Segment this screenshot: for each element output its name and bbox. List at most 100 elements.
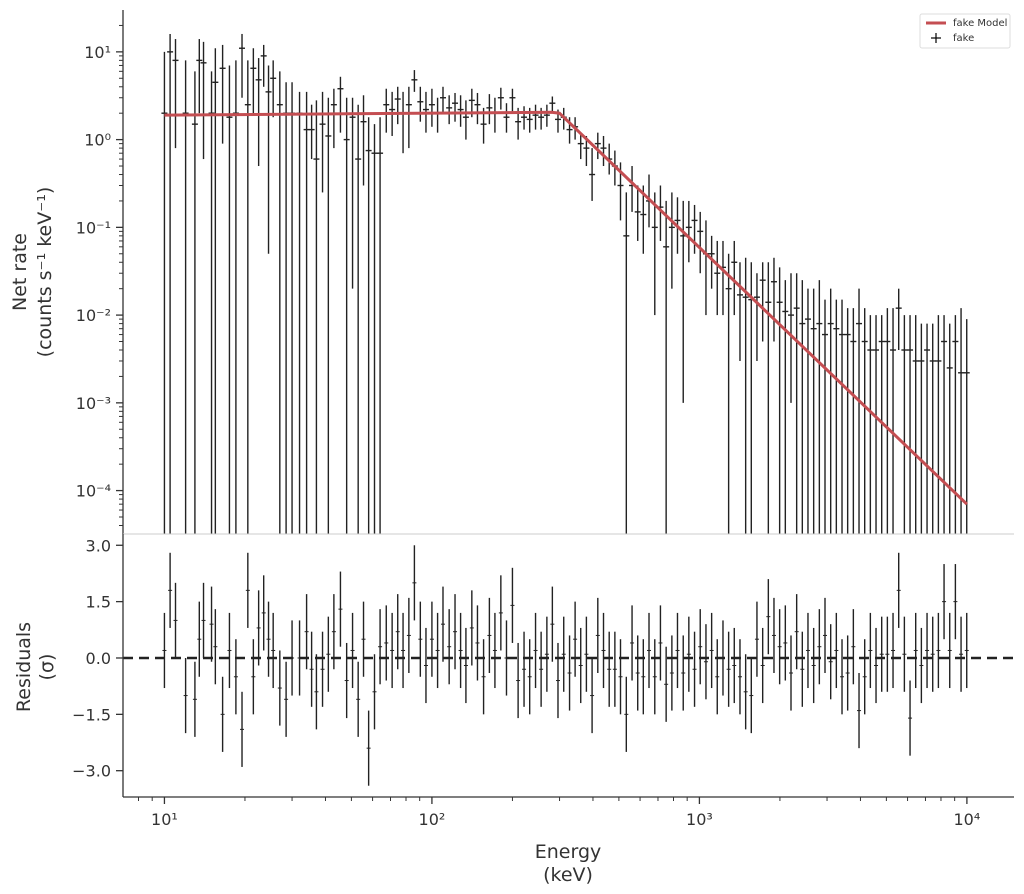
spectrum-point-51: [462, 100, 469, 140]
residual-point-22: [297, 620, 302, 696]
residual-point-53: [475, 605, 480, 681]
spectrum-point-109: [793, 273, 800, 534]
residuals-y-tick-label-1: 1.5: [86, 593, 111, 612]
residual-point-40: [401, 612, 406, 689]
spectrum-point-27: [325, 97, 332, 534]
residual-point-103: [760, 627, 765, 704]
spectrum-point-15: [255, 58, 262, 167]
residual-point-44: [423, 627, 428, 704]
residual-point-69: [567, 635, 572, 711]
residual-point-134: [936, 612, 941, 689]
spectrum-ylabel-line1: Net rate: [9, 233, 31, 311]
residual-point-137: [953, 564, 958, 640]
spectrum-point-82: [640, 185, 647, 254]
residual-point-77: [612, 631, 617, 707]
residual-point-67: [555, 642, 560, 719]
residual-point-45: [429, 601, 434, 677]
residual-point-138: [959, 616, 964, 692]
spectrum-point-2: [172, 39, 179, 149]
spectrum-point-4: [191, 71, 198, 534]
spectrum-point-117: [839, 299, 846, 534]
spectrum-point-9: [219, 44, 226, 144]
spectrum-point-138: [958, 308, 965, 534]
spectrum-point-104: [765, 262, 772, 534]
residual-point-17: [266, 601, 271, 677]
residual-point-63: [533, 612, 538, 689]
spectrum-point-63: [532, 104, 539, 130]
residual-point-29: [338, 571, 343, 647]
spectrum-point-18: [270, 60, 277, 118]
spectrum-point-81: [634, 185, 641, 241]
spectrum-point-19: [276, 71, 283, 534]
residual-point-133: [930, 616, 935, 692]
spectrum-point-116: [833, 299, 840, 534]
residuals-ylabel-line1: Residuals: [13, 622, 35, 712]
spectrum-point-20: [283, 82, 290, 534]
residual-point-93: [703, 624, 708, 700]
spectrum-point-36: [377, 117, 384, 534]
spectrum-point-41: [405, 86, 412, 149]
spectrum-point-107: [782, 280, 789, 534]
residual-point-90: [686, 616, 691, 692]
spectrum-point-14: [250, 48, 257, 114]
spectrum-point-0: [161, 51, 168, 534]
residual-point-11: [233, 639, 238, 715]
residual-point-39: [395, 594, 400, 670]
spectrum-point-30: [343, 97, 350, 534]
residual-point-127: [896, 552, 901, 628]
residuals-y-tick-label-2: 0.0: [86, 649, 111, 668]
residual-point-85: [658, 605, 663, 681]
spectrum-point-7: [208, 71, 215, 534]
residual-point-115: [828, 624, 833, 700]
residual-point-31: [350, 612, 355, 689]
residual-point-52: [469, 590, 474, 666]
spectrum-point-25: [313, 100, 320, 534]
spectrum-point-1: [167, 33, 174, 534]
energy-x-tick-label-3: 10⁴: [954, 810, 981, 829]
residual-point-48: [447, 609, 452, 685]
spectrum-point-118: [844, 308, 851, 534]
spectrum-point-131: [918, 323, 925, 534]
spectrum-point-23: [303, 91, 310, 534]
residual-point-95: [715, 639, 720, 715]
spectrum-point-125: [884, 308, 891, 534]
spectrum-point-79: [623, 192, 630, 534]
residual-point-55: [487, 597, 492, 674]
spectrum-point-58: [503, 103, 510, 133]
residual-point-74: [595, 597, 600, 674]
residual-point-116: [834, 612, 839, 689]
spectrum-point-112: [810, 288, 817, 534]
residual-point-118: [845, 635, 850, 711]
residual-point-108: [789, 635, 794, 711]
spectrum-point-16: [260, 44, 267, 87]
residual-point-65: [544, 616, 549, 692]
residual-point-129: [908, 680, 913, 756]
residuals-errorbars: [162, 545, 969, 786]
residual-point-86: [664, 646, 669, 722]
spectrum-point-11: [232, 60, 239, 534]
spectrum-point-33: [360, 95, 367, 186]
residual-point-112: [811, 627, 816, 704]
spectrum-point-123: [873, 315, 880, 534]
spectrum-point-105: [770, 257, 777, 342]
spectrum-point-101: [748, 262, 755, 534]
spectrum-point-29: [337, 76, 344, 133]
residual-point-12: [240, 691, 245, 767]
residual-point-101: [749, 657, 754, 734]
spectrum-point-56: [491, 97, 498, 133]
legend-fake-label: fake: [953, 33, 974, 44]
residual-point-16: [261, 575, 266, 651]
spectrum-point-99: [736, 262, 743, 361]
residual-point-20: [284, 661, 289, 737]
spectrum-point-111: [804, 288, 811, 534]
spectrum-point-32: [355, 104, 362, 534]
residual-point-32: [356, 661, 361, 737]
spectrum-point-21: [289, 82, 296, 534]
spectrum-point-26: [319, 91, 326, 193]
spectrum-point-110: [799, 280, 806, 534]
residual-point-58: [504, 620, 509, 696]
residual-point-83: [647, 612, 652, 689]
residual-point-80: [630, 605, 635, 681]
residual-point-21: [290, 620, 295, 696]
residual-point-104: [766, 579, 771, 655]
